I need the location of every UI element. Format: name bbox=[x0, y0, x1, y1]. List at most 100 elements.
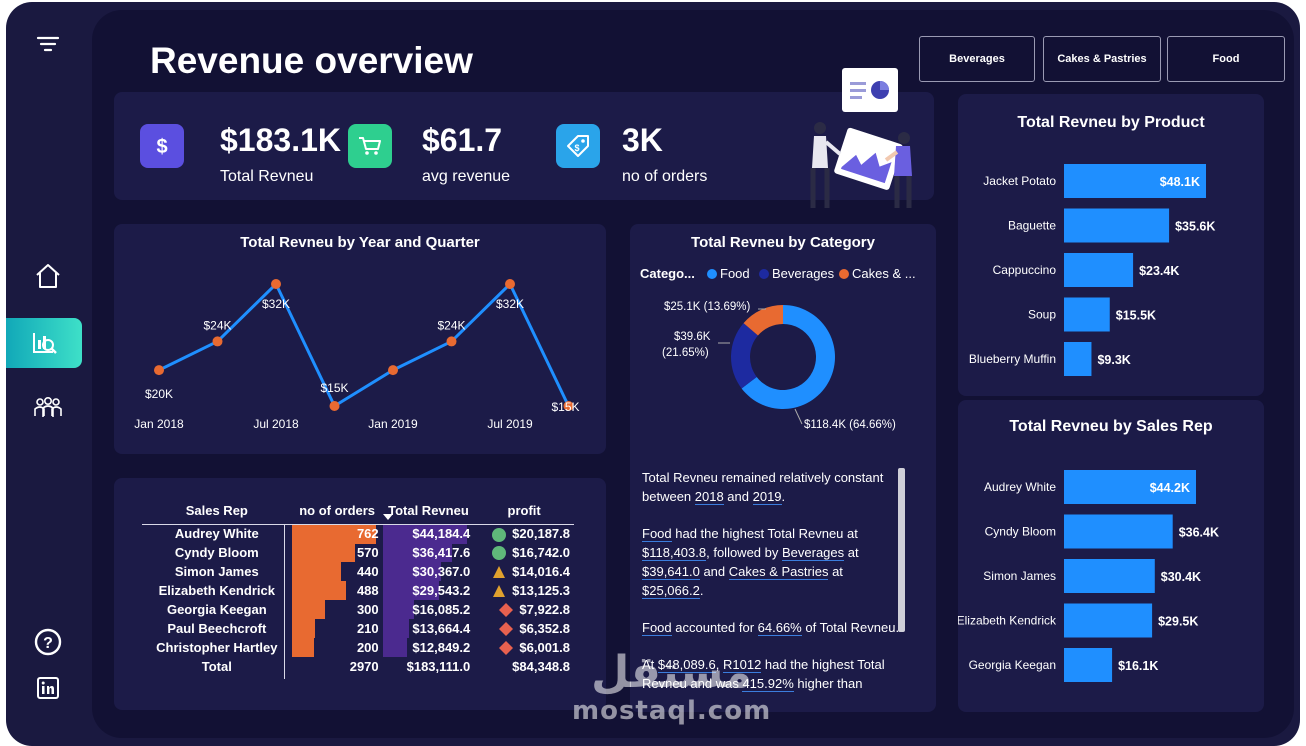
bar-value-label: $44.2K bbox=[1150, 481, 1190, 495]
narrative-paragraph: Total Revneu remained relatively constan… bbox=[642, 468, 904, 506]
bar[interactable] bbox=[1064, 253, 1134, 287]
bar[interactable] bbox=[1064, 514, 1173, 549]
cell-profit: $20,187.8 bbox=[474, 524, 574, 543]
line-point[interactable] bbox=[446, 336, 457, 347]
watermark-latin: mostaql.com bbox=[572, 696, 772, 726]
home-icon[interactable] bbox=[28, 256, 68, 296]
cell-revenue: $30,367.0 bbox=[382, 562, 475, 581]
line-point[interactable] bbox=[505, 279, 515, 289]
line-point[interactable] bbox=[154, 365, 164, 376]
cell-orders: 570 bbox=[291, 543, 383, 562]
bar[interactable] bbox=[1064, 164, 1206, 198]
bar[interactable] bbox=[1064, 342, 1092, 376]
line-point[interactable] bbox=[329, 401, 340, 411]
narrative-value: 2018 bbox=[694, 489, 724, 505]
cell-sales-rep: Elizabeth Kendrick bbox=[158, 583, 275, 598]
narrative-value: $118,403.8 bbox=[642, 545, 707, 561]
kpi-avg-revenue-label: avg revenue bbox=[422, 168, 511, 185]
report-canvas: Revenue overview Beverages Cakes & Pastr… bbox=[92, 10, 1294, 738]
line-data-label: $24K bbox=[437, 318, 465, 332]
status-triangle-icon bbox=[493, 585, 506, 598]
status-circle-icon bbox=[492, 546, 507, 561]
sales-rep-table-card: Sales Rep no of orders Total Revneu prof… bbox=[114, 478, 606, 710]
donut-slice[interactable] bbox=[743, 305, 783, 336]
table-row[interactable]: Georgia Keegan 300 $16,085.2 $7,922.8 bbox=[142, 600, 574, 619]
slicer-beverages[interactable]: Beverages bbox=[919, 36, 1035, 82]
narrative-text-run: . bbox=[699, 583, 704, 598]
table-total-row: Total 2970 $183,111.0 $84,348.8 bbox=[142, 657, 574, 676]
bar-category-label: Cyndy Bloom bbox=[985, 525, 1056, 539]
line-data-label: $32K bbox=[262, 297, 290, 311]
line-chart-card: Total Revneu by Year and Quarter $20K $24… bbox=[114, 224, 606, 454]
total-orders: 2970 bbox=[349, 659, 379, 674]
table-row[interactable]: Simon James 440 $30,367.0 $14,016.4 bbox=[142, 562, 574, 581]
bar-category-label: Cappuccino bbox=[993, 263, 1057, 277]
kpi-orders-label: no of orders bbox=[622, 168, 708, 185]
table-row[interactable]: Cyndy Bloom 570 $36,417.6 $16,742.0 bbox=[142, 543, 574, 562]
line-data-label: $15K bbox=[551, 400, 579, 414]
line-point[interactable] bbox=[563, 401, 574, 411]
narrative-value: 64.66% bbox=[757, 620, 802, 636]
donut-label-food: $118.4K (64.66%) bbox=[804, 419, 896, 431]
legend-title: Catego... bbox=[640, 266, 695, 281]
status-triangle-icon bbox=[493, 566, 506, 579]
cell-orders: 488 bbox=[291, 581, 383, 600]
linkedin-icon[interactable] bbox=[28, 668, 68, 708]
bar[interactable] bbox=[1064, 559, 1155, 593]
col-sales-rep[interactable]: Sales Rep bbox=[142, 498, 292, 525]
narrative-value: Food bbox=[642, 526, 672, 542]
filter-icon[interactable] bbox=[28, 24, 68, 64]
slicer-cakes-pastries[interactable]: Cakes & Pastries bbox=[1043, 36, 1161, 82]
team-icon[interactable] bbox=[28, 388, 68, 428]
x-tick-label: Jan 2019 bbox=[368, 417, 418, 431]
narrative-text: Total Revneu remained relatively constan… bbox=[642, 468, 904, 718]
x-tick-label: Jul 2018 bbox=[253, 417, 299, 431]
line-point[interactable] bbox=[212, 336, 223, 347]
narrative-text-run: had the highest Total Revneu at bbox=[671, 526, 858, 541]
cell-orders: 300 bbox=[291, 600, 383, 619]
total-label: Total bbox=[201, 659, 232, 674]
cell-revenue: $44,184.4 bbox=[382, 524, 475, 544]
legend-item[interactable]: Beverages bbox=[772, 266, 835, 281]
x-tick-label: Jan 2018 bbox=[134, 417, 184, 431]
donut-slice[interactable] bbox=[731, 323, 758, 389]
bar-value-label: $23.4K bbox=[1139, 264, 1179, 278]
bar[interactable] bbox=[1064, 603, 1153, 638]
slicer-food[interactable]: Food bbox=[1167, 36, 1285, 82]
table-row[interactable]: Paul Beechcroft 210 $13,664.4 $6,352.8 bbox=[142, 619, 574, 638]
bar-category-label: Jacket Potato bbox=[983, 174, 1056, 188]
narrative-scrollbar[interactable] bbox=[898, 468, 905, 632]
line-point[interactable] bbox=[271, 279, 281, 289]
bar[interactable] bbox=[1064, 470, 1196, 504]
cell-revenue: $16,085.2 bbox=[382, 600, 475, 619]
dollar-icon: $ bbox=[140, 124, 184, 168]
narrative-text-run: and bbox=[723, 489, 753, 504]
bar[interactable] bbox=[1064, 648, 1113, 682]
donut-label-bev-value: $39.6K bbox=[674, 331, 711, 343]
rep-chart-card: Total Revneu by Sales Rep Audrey White $4… bbox=[958, 400, 1264, 712]
kpi-total-revenue-value: $183.1K bbox=[220, 122, 341, 158]
donut-slice[interactable] bbox=[741, 305, 835, 409]
line-data-label: $20K bbox=[145, 387, 173, 401]
col-orders[interactable]: no of orders bbox=[291, 498, 383, 525]
legend-item[interactable]: Food bbox=[720, 266, 750, 281]
analytics-icon[interactable] bbox=[6, 318, 82, 368]
table-row[interactable]: Audrey White 762 $44,184.4 $20,187.8 bbox=[142, 524, 574, 544]
table-row[interactable]: Elizabeth Kendrick 488 $29,543.2 $13,125.3 bbox=[142, 581, 574, 600]
help-icon[interactable]: ? bbox=[28, 622, 68, 662]
bar[interactable] bbox=[1064, 208, 1170, 243]
table-row[interactable]: Christopher Hartley 200 $12,849.2 $6,001.8 bbox=[142, 638, 574, 657]
col-revenue[interactable]: Total Revneu bbox=[382, 498, 475, 525]
bar[interactable] bbox=[1064, 297, 1110, 332]
narrative-value: 2019 bbox=[752, 489, 782, 505]
line-point[interactable] bbox=[388, 365, 398, 376]
kpi-card: $ $183.1K Total Revneu $61.7 avg revenue… bbox=[114, 92, 934, 200]
watermark-arabic: مستقل bbox=[591, 647, 753, 698]
bar-value-label: $30.4K bbox=[1161, 570, 1201, 584]
cell-profit: $16,742.0 bbox=[474, 543, 574, 562]
legend-item[interactable]: Cakes & ... bbox=[852, 266, 916, 281]
narrative-text-run: accounted for bbox=[671, 620, 758, 635]
legend-swatch bbox=[707, 269, 717, 279]
bar-category-label: Baguette bbox=[1008, 219, 1056, 233]
col-profit[interactable]: profit bbox=[474, 498, 574, 525]
